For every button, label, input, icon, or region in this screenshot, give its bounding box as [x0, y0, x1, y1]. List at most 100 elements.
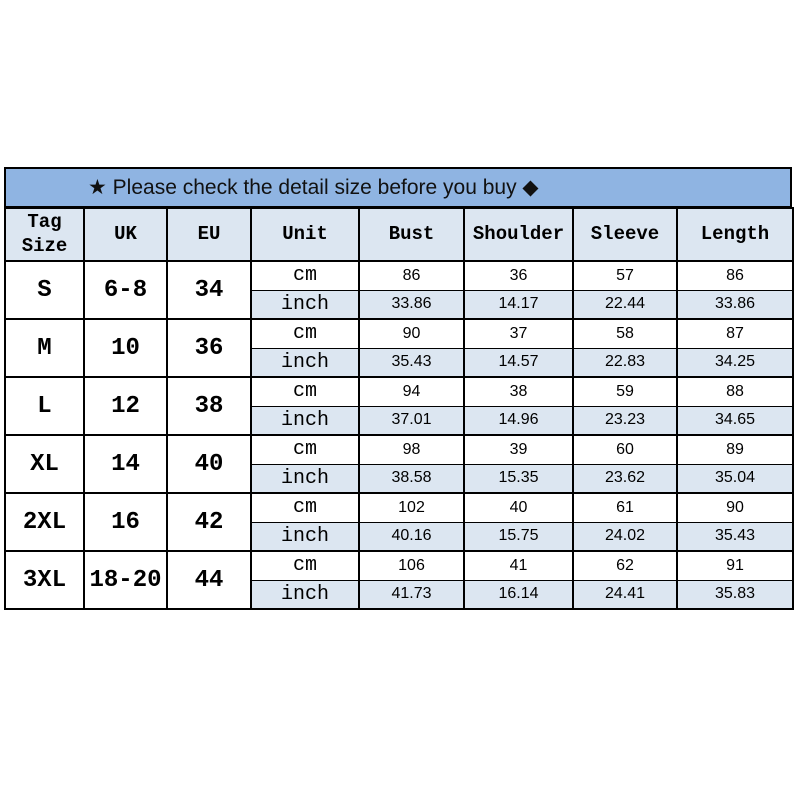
measurement-cell: 22.83 — [572, 347, 678, 378]
measurement-cell: 35.04 — [676, 463, 794, 494]
header-row: Tag Size UK EU Unit Bust Shoulder Sleeve… — [4, 207, 794, 262]
measurement-cell: 15.35 — [463, 463, 574, 494]
measurement-cell: 35.43 — [676, 521, 794, 552]
measurement-cell: 35.83 — [676, 579, 794, 610]
size-chart: ★ Please check the detail size before yo… — [4, 167, 794, 610]
measurement-cell: 23.62 — [572, 463, 678, 494]
unit-cm-cell: cm — [250, 492, 360, 523]
table-row-cm: M 10 36 cm 90 37 58 87 — [4, 318, 794, 378]
measurement-cell: 106 — [358, 550, 465, 581]
measurement-cell: 23.23 — [572, 405, 678, 436]
measurement-cell: 59 — [572, 376, 678, 407]
column-header-bust: Bust — [358, 207, 465, 262]
measurement-cell: 102 — [358, 492, 465, 523]
table-row-inch: inch 40.16 15.75 24.02 35.43 — [5, 521, 794, 552]
measurement-cell: 40 — [463, 492, 574, 523]
unit-cm-cell: cm — [250, 318, 360, 349]
table-row-inch: inch 33.86 14.17 22.44 33.86 — [5, 289, 794, 320]
measurement-cell: 34.25 — [676, 347, 794, 378]
measurement-cell: 14.57 — [463, 347, 574, 378]
measurement-cell: 87 — [676, 318, 794, 349]
column-header-uk: UK — [83, 207, 168, 262]
measurement-cell: 38.58 — [358, 463, 465, 494]
table-row-inch: inch 41.73 16.14 24.41 35.83 — [5, 579, 794, 610]
unit-inch-cell: inch — [250, 347, 360, 378]
unit-cm-cell: cm — [250, 260, 360, 291]
measurement-cell: 86 — [676, 260, 794, 291]
measurement-cell: 91 — [676, 550, 794, 581]
measurement-cell: 39 — [463, 434, 574, 465]
measurement-cell: 33.86 — [676, 289, 794, 320]
measurement-cell: 38 — [463, 376, 574, 407]
eu-cell: 42 — [166, 492, 252, 552]
table-row-cm: S 6-8 34 cm 86 36 57 86 — [4, 260, 794, 320]
size-cell: 2XL — [4, 492, 85, 552]
table-row-inch: inch 38.58 15.35 23.62 35.04 — [5, 463, 794, 494]
measurement-cell: 98 — [358, 434, 465, 465]
measurement-cell: 62 — [572, 550, 678, 581]
uk-cell: 12 — [83, 376, 168, 436]
uk-cell: 14 — [83, 434, 168, 494]
title-banner-text: ★ Please check the detail size before yo… — [88, 176, 539, 199]
measurement-cell: 94 — [358, 376, 465, 407]
measurement-cell: 15.75 — [463, 521, 574, 552]
measurement-cell: 14.17 — [463, 289, 574, 320]
table-row-cm: 3XL 18-20 44 cm 106 41 62 91 — [4, 550, 794, 610]
measurement-cell: 58 — [572, 318, 678, 349]
measurement-cell: 22.44 — [572, 289, 678, 320]
measurement-cell: 90 — [676, 492, 794, 523]
measurement-cell: 86 — [358, 260, 465, 291]
size-cell: S — [4, 260, 85, 320]
size-cell: 3XL — [4, 550, 85, 610]
measurement-cell: 60 — [572, 434, 678, 465]
column-header-eu: EU — [166, 207, 252, 262]
measurement-cell: 57 — [572, 260, 678, 291]
measurement-cell: 37.01 — [358, 405, 465, 436]
unit-cm-cell: cm — [250, 376, 360, 407]
column-header-shoulder: Shoulder — [463, 207, 574, 262]
size-table: Tag Size UK EU Unit Bust Shoulder Sleeve… — [4, 207, 794, 610]
measurement-cell: 35.43 — [358, 347, 465, 378]
measurement-cell: 36 — [463, 260, 574, 291]
column-header-unit: Unit — [250, 207, 360, 262]
measurement-cell: 89 — [676, 434, 794, 465]
size-cell: L — [4, 376, 85, 436]
uk-cell: 6-8 — [83, 260, 168, 320]
table-row-inch: inch 35.43 14.57 22.83 34.25 — [5, 347, 794, 378]
unit-inch-cell: inch — [250, 289, 360, 320]
unit-inch-cell: inch — [250, 463, 360, 494]
eu-cell: 40 — [166, 434, 252, 494]
measurement-cell: 14.96 — [463, 405, 574, 436]
measurement-cell: 24.41 — [572, 579, 678, 610]
column-header-length: Length — [676, 207, 794, 262]
measurement-cell: 41.73 — [358, 579, 465, 610]
column-header-tag-size: Tag Size — [4, 207, 85, 262]
size-cell: XL — [4, 434, 85, 494]
uk-cell: 16 — [83, 492, 168, 552]
title-banner: ★ Please check the detail size before yo… — [4, 167, 792, 207]
eu-cell: 36 — [166, 318, 252, 378]
table-row-cm: L 12 38 cm 94 38 59 88 — [4, 376, 794, 436]
measurement-cell: 88 — [676, 376, 794, 407]
measurement-cell: 40.16 — [358, 521, 465, 552]
measurement-cell: 24.02 — [572, 521, 678, 552]
size-table-body: S 6-8 34 cm 86 36 57 86 inch 33.86 14.17 22.44 33.86… — [4, 260, 794, 610]
eu-cell: 44 — [166, 550, 252, 610]
measurement-cell: 16.14 — [463, 579, 574, 610]
uk-cell: 18-20 — [83, 550, 168, 610]
column-header-sleeve: Sleeve — [572, 207, 678, 262]
table-row-inch: inch 37.01 14.96 23.23 34.65 — [5, 405, 794, 436]
size-cell: M — [4, 318, 85, 378]
measurement-cell: 90 — [358, 318, 465, 349]
measurement-cell: 34.65 — [676, 405, 794, 436]
measurement-cell: 37 — [463, 318, 574, 349]
eu-cell: 34 — [166, 260, 252, 320]
measurement-cell: 41 — [463, 550, 574, 581]
measurement-cell: 33.86 — [358, 289, 465, 320]
unit-cm-cell: cm — [250, 434, 360, 465]
unit-inch-cell: inch — [250, 521, 360, 552]
unit-inch-cell: inch — [250, 405, 360, 436]
unit-cm-cell: cm — [250, 550, 360, 581]
measurement-cell: 61 — [572, 492, 678, 523]
